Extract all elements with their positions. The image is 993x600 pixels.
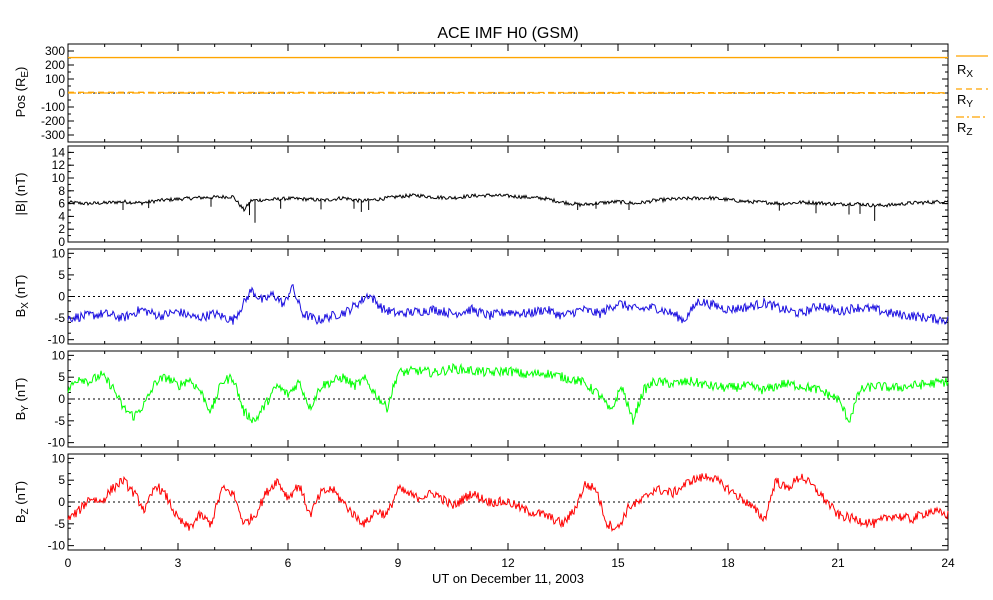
- x-tick-label: 12: [501, 556, 515, 570]
- y-tick-label-by: -10: [48, 436, 66, 450]
- y-tick-label-bz: -10: [48, 539, 66, 553]
- y-tick-label-bz: 10: [52, 451, 66, 465]
- x-tick-label: 3: [175, 556, 182, 570]
- y-tick-label-bz: -5: [54, 517, 65, 531]
- y-axis-label-bt: |B| (nT): [13, 173, 28, 216]
- x-tick-label: 6: [285, 556, 292, 570]
- x-tick-label: 0: [65, 556, 72, 570]
- y-axis-label-bz: BZ (nT): [13, 481, 31, 523]
- y-tick-label-by: 5: [58, 370, 65, 384]
- y-tick-label-bx: 10: [52, 246, 66, 260]
- y-tick-label-pos: 200: [45, 58, 65, 72]
- y-tick-label-bt: 2: [58, 222, 65, 236]
- y-tick-label-bx: 5: [58, 268, 65, 282]
- y-tick-label-bx: -10: [48, 333, 66, 347]
- legend-label-RX: RX: [957, 62, 973, 80]
- y-tick-label-bt: 0: [58, 235, 65, 249]
- y-tick-label-bx: 0: [58, 290, 65, 304]
- x-tick-label: 24: [941, 556, 955, 570]
- trace-bt: [67, 192, 949, 213]
- y-tick-label-pos: 0: [58, 86, 65, 100]
- y-tick-label-by: 10: [52, 348, 66, 362]
- legend-label-RZ: RZ: [957, 120, 973, 138]
- y-tick-label-bz: 0: [58, 495, 65, 509]
- y-tick-label-pos: -100: [41, 100, 65, 114]
- x-tick-label: 9: [395, 556, 402, 570]
- y-tick-label-pos: -200: [41, 114, 65, 128]
- y-tick-label-bz: 5: [58, 473, 65, 487]
- panel-by: -10 -5 0 5 10 BY (nT): [13, 348, 949, 450]
- trace-bx: [67, 284, 949, 326]
- trace-bz: [67, 473, 949, 532]
- y-tick-label-bt: 6: [58, 197, 65, 211]
- y-tick-label-by: 0: [58, 392, 65, 406]
- panel-bz: -10 -5 0 5 10 BZ (nT): [13, 451, 949, 553]
- x-tick-label: 21: [831, 556, 845, 570]
- panel-bx: -10 -5 0 5 10 BX (nT): [13, 246, 949, 347]
- y-tick-label-bt: 14: [52, 145, 66, 159]
- y-axis-label-by: BY (nT): [13, 378, 31, 421]
- y-axis-label-pos: Pos (RE): [13, 67, 31, 118]
- y-tick-label-bt: 10: [52, 171, 66, 185]
- y-tick-label-by: -5: [54, 414, 65, 428]
- legend-label-RY: RY: [957, 92, 973, 110]
- chart-title: ACE IMF H0 (GSM): [437, 25, 578, 42]
- x-tick-labels: 0 3 6 9 12 15 18 21 24: [65, 556, 955, 570]
- y-tick-label-bt: 4: [58, 209, 65, 223]
- y-tick-label-pos: 100: [45, 72, 65, 86]
- x-tick-label: 15: [611, 556, 625, 570]
- y-tick-label-pos: 300: [45, 44, 65, 58]
- x-tick-label: 18: [721, 556, 735, 570]
- y-tick-label-pos: -300: [41, 128, 65, 142]
- y-tick-label-bt: 8: [58, 184, 65, 198]
- y-axis-label-bx: BX (nT): [13, 275, 31, 318]
- trace-by: [67, 362, 949, 425]
- legend: RX RY RZ: [956, 55, 988, 138]
- x-axis-label: UT on December 11, 2003: [432, 571, 584, 586]
- y-tick-label-bx: -5: [54, 311, 65, 325]
- y-tick-label-bt: 12: [52, 158, 66, 172]
